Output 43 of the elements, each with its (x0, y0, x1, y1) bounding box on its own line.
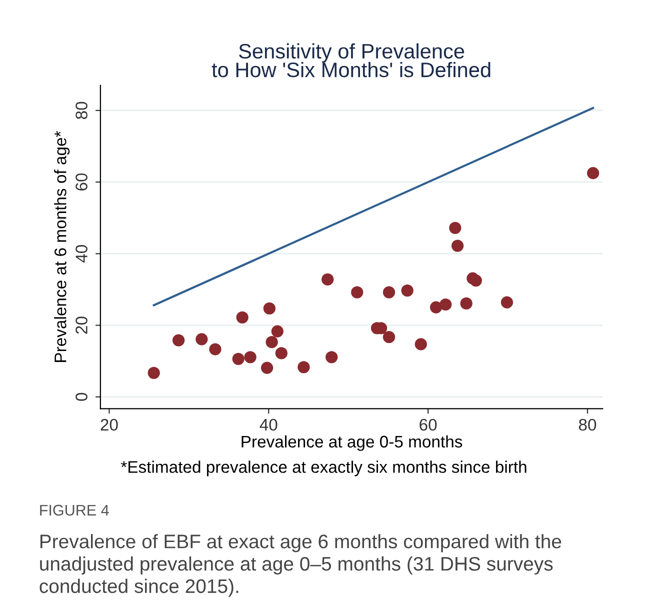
text: *Estimated prevalence at exactly six months since birth (120, 460, 526, 476)
point (470, 274, 482, 287)
y-tick-label: 40 (76, 245, 88, 263)
point (244, 351, 256, 364)
point (401, 284, 414, 297)
point (236, 311, 248, 324)
point (587, 167, 600, 180)
x-tick-label: 80 (578, 418, 596, 431)
point (322, 273, 334, 286)
point (209, 343, 222, 356)
y-tick-label: 80 (76, 102, 88, 120)
caption: FIGURE 4 (40, 504, 109, 516)
point (500, 296, 514, 308)
x-tick-label: 20 (100, 418, 118, 431)
point (430, 301, 442, 314)
point (148, 366, 160, 379)
x-axis-title: Prevalence at age 0-5 months (242, 435, 462, 451)
x-tick-label: 60 (420, 418, 437, 431)
point (266, 336, 278, 348)
point (260, 362, 274, 374)
point (271, 325, 284, 338)
point (263, 302, 276, 315)
point (351, 286, 364, 298)
chart-title: Sensitivity of Prevalence to How 'Six Months' is Defined (212, 43, 490, 78)
point (275, 347, 288, 360)
point (440, 298, 452, 311)
point (414, 338, 427, 350)
point (298, 361, 310, 374)
y-axis-title: Prevalence at 6 months of age* (54, 131, 70, 362)
point (172, 334, 185, 346)
point (382, 331, 396, 344)
point (460, 297, 472, 310)
text: Prevalence of EBF at exact age 6 months compared with the unadjusted prevalence at age 0–5 months (31 DHS surveys conducted since 2015). (40, 534, 562, 597)
y-tick-label: 60 (76, 173, 88, 190)
point (326, 351, 338, 364)
x-tick-label: 40 (260, 418, 278, 431)
y-tick-label: 0 (76, 392, 88, 401)
y-tick-label: 20 (76, 316, 88, 334)
point (449, 222, 462, 234)
point (196, 333, 208, 346)
point (451, 240, 464, 252)
point (232, 352, 244, 366)
point (382, 286, 396, 298)
